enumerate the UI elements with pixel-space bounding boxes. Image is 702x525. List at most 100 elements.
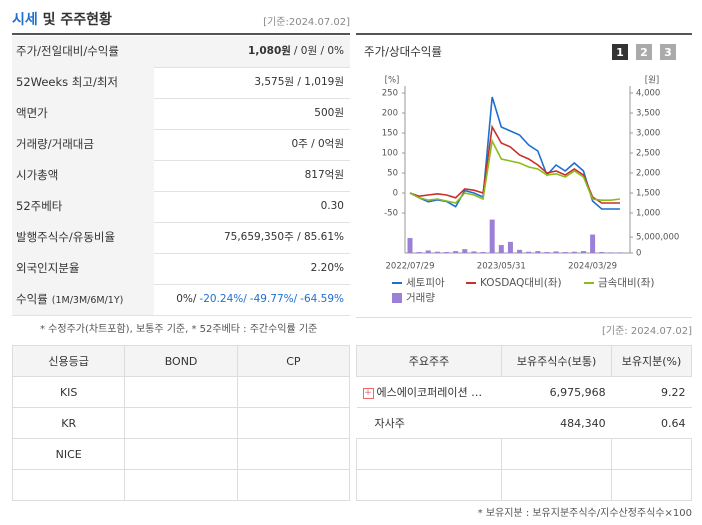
y-tick-label: 200 [382,109,398,119]
tab-label: 1 [616,46,624,59]
volume-bar [444,252,450,253]
value-part: 3,575원 / 1,019원 [254,76,344,88]
legend-label: KOSDAQ대비(좌) [480,277,562,289]
y2-tick-label: 3,500 [636,109,660,119]
value-part: 75,659,350주 / 85.61% [223,231,344,243]
x-tick-label: 2022/07/29 [386,262,435,272]
legend-label: 금속대비(좌) [598,277,655,289]
row-label: 발행주식수/유동비율 [12,222,154,253]
table-cell [236,407,351,439]
header-cell: BOND [124,345,238,377]
volume-bar [571,251,577,253]
row-value: 500원 [311,98,344,129]
label-text: 52주베타 [16,199,63,213]
value-part: 0주 / 0억원 [291,138,344,150]
footnote: * 수정주가(차트포함), 보통주 기준, * 52주베타 : 주간수익률 기준 [40,324,318,335]
table-cell [236,438,351,470]
volume-bar [608,252,614,253]
header-cell: 보유주식수(보통) [501,345,613,377]
series-line [409,138,621,204]
label-text: 주가/전일대비/수익률 [16,44,119,58]
row-value: 0.30 [318,191,344,222]
table-cell: 자사주 [356,407,502,439]
tab [636,44,652,60]
table-row: 52주베타 0.30 [12,191,350,223]
volume-bar [434,251,440,253]
row-label: 액면가 [12,98,154,129]
row-value: 1,080원/ 0원 / 0% [245,36,344,67]
credit-table: 신용등급 BOND CP KIS KR NICE [11,345,351,501]
volume-bar [425,250,431,253]
table-row [355,469,692,501]
label-text: 시가총액 [16,168,59,182]
holder-footnote: * 보유지분 : 보유지분주식수/지수산정주식수×100 [477,508,692,519]
chart-panel [356,33,692,318]
volume-bar [590,234,596,253]
row-value: 2.20% [308,253,344,284]
header-cell: 주요주주 [355,345,503,377]
header-row: 주요주주 보유주식수(보통) 보유지분(%) [355,345,692,377]
table-row: 발행주식수/유동비율 75,659,350주 / 85.61% [12,222,350,254]
volume-bar [462,249,468,253]
table-row: 수익률 (1M/3M/6M/1Y) 0%/-20.24%/-49.77%/-64.5… [12,284,350,316]
value-part: 2.20% [310,262,344,274]
value-part: 0.30 [320,200,344,212]
y-tick-label: 50 [387,169,398,179]
y-tick-label: 100 [382,149,398,159]
label-text: 외국인지분율 [16,261,80,275]
y2-tick-label: 1,500 [636,189,660,199]
y2-tick-label: 2,500 [636,149,660,159]
legend-swatch [392,293,402,303]
value-part: -64.59% [300,293,344,305]
label-text: 52Weeks 최고/최저 [16,75,118,89]
y-tick-label: 150 [382,129,398,139]
volume-bar [407,238,413,253]
table-cell [124,469,238,501]
date: [기준:2024.07.02] [263,17,350,28]
series-line [409,96,620,210]
table-cell: 0.64 [611,407,692,439]
table-cell [124,438,238,470]
row-value: 75,659,350주 / 85.61% [221,222,344,253]
legend-label: 세토피아 [406,277,445,289]
header-cell: 신용등급 [11,345,126,377]
table-row [11,469,351,501]
table-row: 외국인지분율 2.20% [12,253,350,285]
x-tick-label: 2023/05/31 [477,262,526,272]
value-part: -49.77%/ [249,293,298,305]
table-row [355,438,692,470]
table-cell: + 에스에이코퍼레이션 … [356,376,502,408]
volume-bar [580,251,586,253]
row-label: 52Weeks 최고/최저 [12,67,154,98]
volume-bar [453,251,459,253]
table-row: NICE [11,438,351,470]
y-tick-label: 0 [393,189,398,199]
holder-date: [기준: 2024.07.02] [601,326,692,337]
table-cell [11,469,126,501]
table-cell: 9.22 [611,376,692,408]
table-cell: NICE [11,438,126,470]
value-part: 500원 [314,107,344,119]
table-cell [501,469,613,501]
volume-bar [507,241,513,253]
row-label: 수익률 (1M/3M/6M/1Y) [12,284,154,315]
y2-tick-label: 4,000 [636,89,660,99]
row-label: 주가/전일대비/수익률 [12,36,154,67]
header-cell: CP [236,345,351,377]
row-label: 52주베타 [12,191,154,222]
table-row: 거래량/거래대금 0주 / 0억원 [12,129,350,161]
row-label: 외국인지분율 [12,253,154,284]
table-cell [236,376,351,408]
volume-bar [526,251,532,253]
table-cell [355,469,503,501]
row-value: 0%/-20.24%/-49.77%/-64.59% [173,284,344,315]
row-label: 시가총액 [12,160,154,191]
table-cell [236,469,351,501]
volume-bar [599,252,605,253]
volume-bar [562,252,568,253]
volume-tick-label: 0 [636,249,641,259]
title-main: 시세 [12,12,38,28]
table-row: KIS [11,376,351,408]
table-cell: 6,975,968 [501,376,612,408]
